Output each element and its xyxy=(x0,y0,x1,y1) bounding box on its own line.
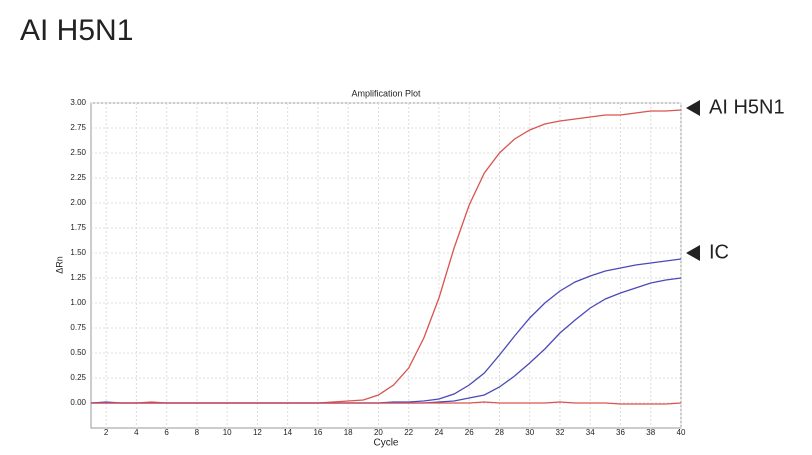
annotation: AI H5N1 xyxy=(709,96,785,118)
x-tick-label: 20 xyxy=(374,428,383,437)
x-tick-label: 24 xyxy=(434,428,443,437)
y-tick-label: 3.00 xyxy=(70,98,86,107)
x-tick-label: 40 xyxy=(677,428,686,437)
x-tick-label: 22 xyxy=(404,428,413,437)
y-tick-label: 0.50 xyxy=(70,348,86,357)
y-tick-label: 0.00 xyxy=(70,398,86,407)
x-tick-label: 30 xyxy=(525,428,534,437)
annotation: IC xyxy=(709,241,729,263)
x-tick-label: 26 xyxy=(465,428,474,437)
y-tick-label: 2.50 xyxy=(70,148,86,157)
x-tick-label: 28 xyxy=(495,428,504,437)
series-line xyxy=(91,401,682,405)
y-axis-label: ΔRn xyxy=(54,256,64,274)
x-tick-label: 10 xyxy=(223,428,232,437)
y-tick-label: 2.00 xyxy=(70,198,86,207)
y-tick-label: 0.25 xyxy=(70,373,86,382)
x-tick-label: 38 xyxy=(646,428,655,437)
y-tick-label: 1.75 xyxy=(70,223,86,232)
x-tick-label: 4 xyxy=(134,428,139,437)
x-tick-label: 6 xyxy=(164,428,169,437)
annotation-arrow xyxy=(686,100,700,116)
y-tick-label: 2.75 xyxy=(70,123,86,132)
y-tick-label: 1.50 xyxy=(70,248,86,257)
chart-title: Amplification Plot xyxy=(351,88,421,98)
x-tick-label: 16 xyxy=(313,428,322,437)
x-tick-label: 8 xyxy=(195,428,200,437)
y-tick-label: 1.00 xyxy=(70,298,86,307)
x-tick-label: 18 xyxy=(344,428,353,437)
x-tick-label: 2 xyxy=(104,428,109,437)
x-tick-label: 32 xyxy=(556,428,565,437)
x-axis-label: Cycle xyxy=(373,438,398,449)
y-tick-label: 2.25 xyxy=(70,173,86,182)
y-tick-label: 0.75 xyxy=(70,323,86,332)
annotation-arrow xyxy=(686,245,700,261)
x-tick-label: 36 xyxy=(616,428,625,437)
page-title: AI H5N1 xyxy=(20,14,133,47)
x-tick-label: 34 xyxy=(586,428,595,437)
y-tick-label: 1.25 xyxy=(70,273,86,282)
x-tick-label: 14 xyxy=(283,428,292,437)
x-tick-label: 12 xyxy=(253,428,262,437)
plot-area xyxy=(90,102,682,429)
